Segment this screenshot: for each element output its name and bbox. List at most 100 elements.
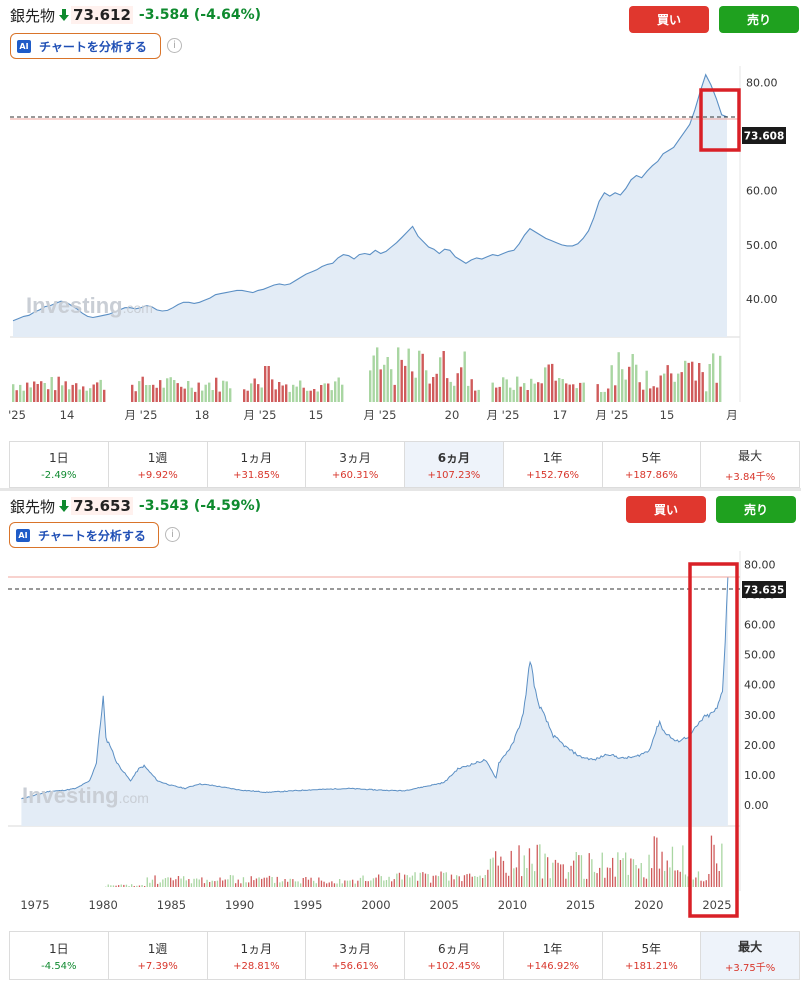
volume-bar [274,389,277,402]
volume-bar [248,882,250,887]
volume-bar [453,385,456,402]
info-icon[interactable]: i [165,527,180,542]
volume-bar [521,876,523,887]
volume-bar [536,844,538,887]
y-tick-label: 40.00 [746,293,778,306]
volume-bar [570,865,572,887]
volume-bar [518,845,520,887]
x-tick-label: 2005 [430,898,459,912]
info-icon[interactable]: i [167,38,182,53]
volume-bar [266,877,268,887]
period-tab[interactable]: 3ヵ月 +56.61% [306,932,405,979]
period-tab[interactable]: 6ヵ月 +107.23% [405,442,504,487]
volume-bar [367,881,369,887]
period-tab[interactable]: 3ヵ月 +60.31% [306,442,405,487]
volume-bar [624,379,627,402]
sell-button[interactable]: 売り [716,496,796,523]
volume-bar [552,862,554,887]
period-tab[interactable]: 1日 -4.54% [10,932,109,979]
analyze-chart-button[interactable]: AI チャートを分析する [9,522,159,548]
volume-bar [295,386,298,402]
volume-bar [267,366,270,402]
volume-bar [679,871,681,887]
sell-button[interactable]: 売り [719,6,799,33]
volume-bar [255,878,258,887]
volume-bar [43,383,46,402]
volume-bar [628,366,631,402]
period-tab[interactable]: 1年 +152.76% [504,442,603,487]
volume-bar [172,880,174,887]
price-chart[interactable]: Investing.com 80.0070.0060.0050.0040.003… [0,551,801,931]
volume-bar [582,382,585,402]
volume-bar [370,880,372,887]
volume-bar [68,389,71,402]
volume-bar [279,882,281,887]
volume-bar [294,881,297,887]
period-label: 3ヵ月 [339,450,371,465]
volume-bar [372,355,375,402]
buy-button[interactable]: 買い [629,6,709,33]
x-tick-label: 18 [195,408,210,422]
volume-bar [697,871,700,887]
volume-bar [288,391,291,402]
buy-button[interactable]: 買い [626,496,706,523]
volume-bar [579,382,582,402]
volume-bar [513,868,515,887]
volume-bar [631,354,634,402]
period-return: +3.84千% [725,471,776,483]
volume-bar [530,378,533,402]
volume-bar [187,381,190,402]
volume-bar [424,873,427,887]
period-tab[interactable]: 1年 +146.92% [504,932,603,979]
volume-bar [596,384,599,402]
volume-bar [337,377,340,402]
volume-bar [671,846,674,887]
volume-bar [75,383,78,402]
volume-bar [157,883,159,887]
volume-bar [445,872,447,887]
volume-bar [497,865,499,887]
volume-bar [549,878,551,887]
x-tick-label: 月 '25 [487,408,520,422]
volume-bar [411,371,414,402]
volume-bar [61,385,64,402]
period-tab[interactable]: 1日 -2.49% [10,442,109,487]
period-tab[interactable]: 最大 +3.75千% [701,932,799,979]
volume-bar [341,883,343,887]
x-tick-label: 2015 [566,898,595,912]
period-tab[interactable]: 5年 +181.21% [603,932,702,979]
volume-bar [561,379,564,402]
volume-bar [328,882,330,887]
x-tick-label: 20 [445,408,460,422]
volume-bar [400,359,403,402]
volume-bar [540,383,543,402]
period-return: -4.54% [41,960,77,972]
volume-bar [404,365,407,402]
price-line [21,576,729,800]
x-tick-label: 月 [726,408,738,422]
x-tick-label: 17 [553,408,568,422]
volume-bar [219,877,221,887]
volume-bar [692,879,694,887]
volume-bar [320,880,323,887]
price-chart[interactable]: Investing.com 80.0070.0060.0050.0040.00 … [0,66,801,426]
period-tab[interactable]: 1ヵ月 +28.81% [208,932,307,979]
period-tab[interactable]: 6ヵ月 +102.45% [405,932,504,979]
volume-bar [388,876,390,887]
volume-bar [47,389,50,402]
period-tab[interactable]: 1ヵ月 +31.85% [208,442,307,487]
volume-bar [393,879,395,887]
analyze-chart-button[interactable]: AI チャートを分析する [10,33,161,59]
period-tab[interactable]: 1週 +7.39% [109,932,208,979]
period-tab[interactable]: 1週 +9.92% [109,442,208,487]
period-tab[interactable]: 5年 +187.86% [603,442,702,487]
ai-icon: AI [16,528,30,542]
volume-bar [211,880,213,887]
period-tab[interactable]: 最大 +3.84千% [701,442,799,487]
volume-bar [719,355,722,402]
volume-bar [263,877,265,887]
volume-bar [383,880,385,887]
volume-bar [477,389,480,402]
volume-bar [185,880,187,887]
volume-bar [638,868,640,887]
